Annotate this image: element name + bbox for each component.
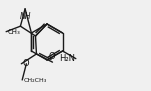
Text: NH: NH xyxy=(20,12,31,21)
Text: CH₂CH₃: CH₂CH₃ xyxy=(23,78,47,83)
Text: H₂N: H₂N xyxy=(59,54,75,63)
Text: CH₃: CH₃ xyxy=(7,29,20,35)
Text: O: O xyxy=(23,59,29,68)
Text: O: O xyxy=(48,52,55,61)
